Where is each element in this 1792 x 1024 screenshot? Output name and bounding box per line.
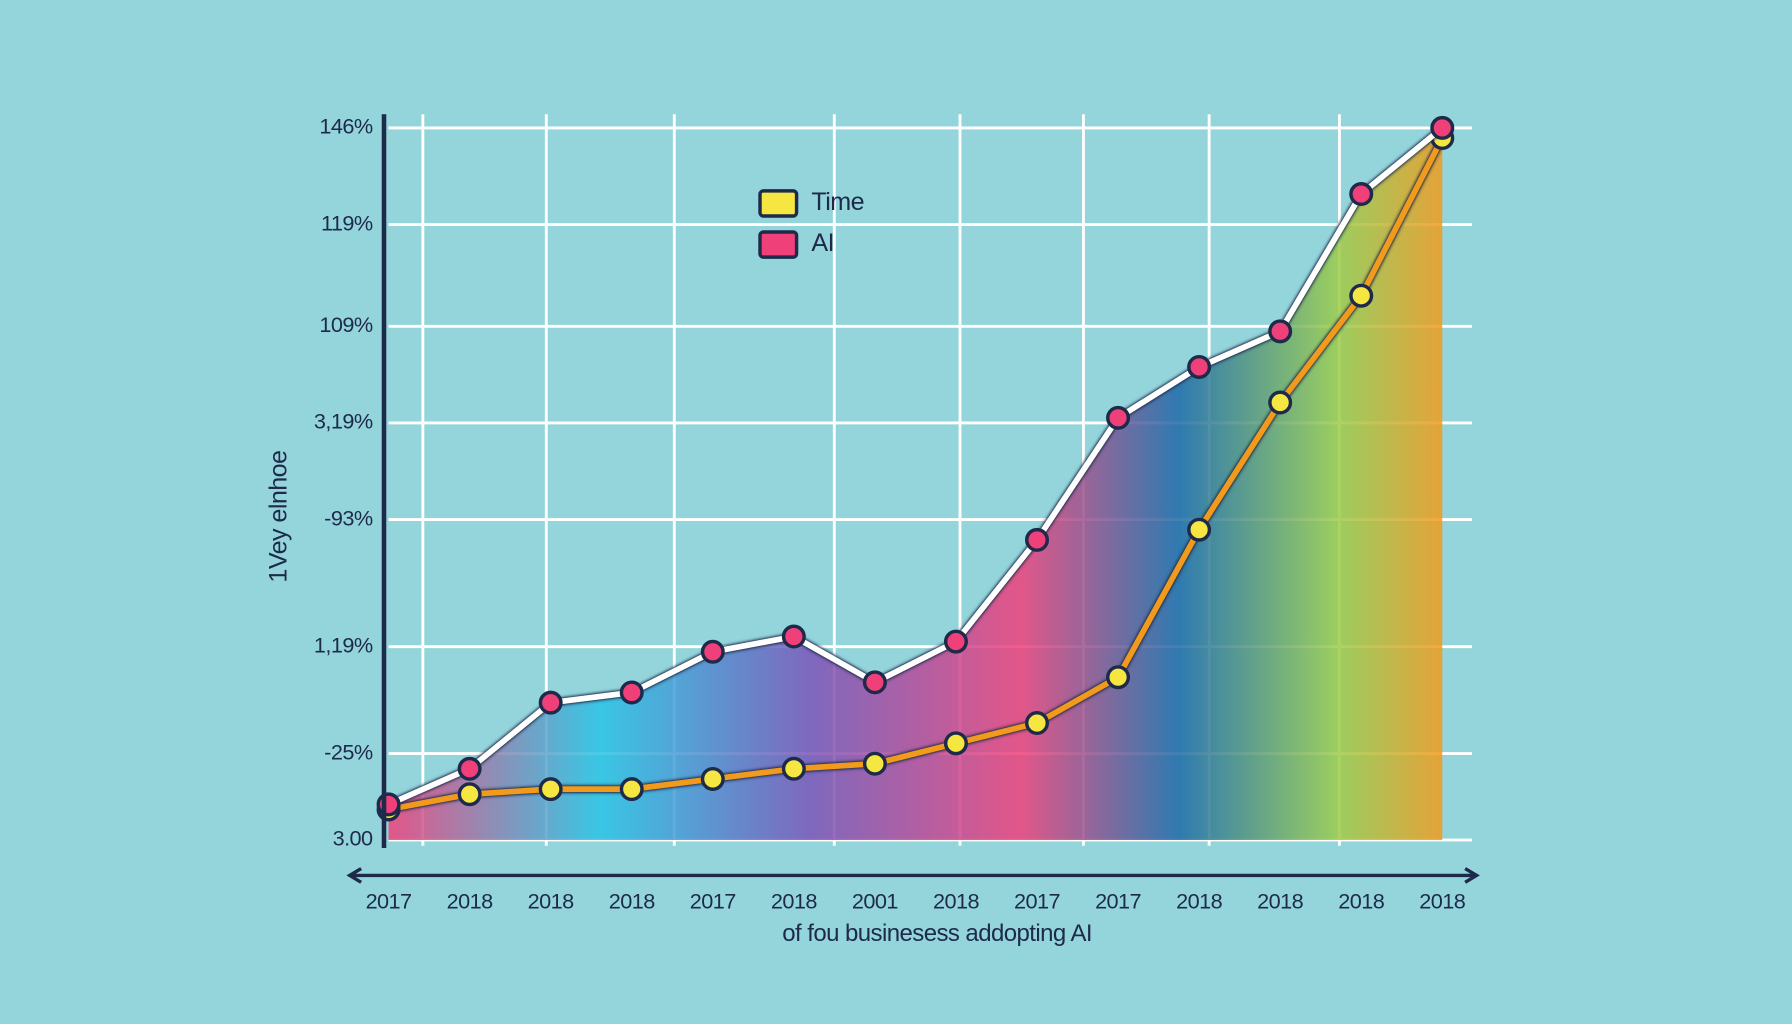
data-point xyxy=(943,629,968,654)
data-point xyxy=(1268,390,1293,415)
x-tick-label: 2018 xyxy=(1257,889,1303,914)
y-tick-label: -93% xyxy=(324,505,373,530)
x-tick-label: 2018 xyxy=(447,889,493,914)
data-point xyxy=(781,624,806,649)
data-point xyxy=(1349,283,1374,308)
x-tick-label: 2018 xyxy=(1176,889,1222,914)
data-point xyxy=(1025,711,1050,736)
data-point xyxy=(619,680,644,705)
data-point xyxy=(619,777,644,802)
y-tick-label: 146% xyxy=(319,114,372,139)
data-point xyxy=(1268,319,1293,344)
x-axis-title: of fou businesess addopting AI xyxy=(782,920,1092,947)
series-line xyxy=(387,125,1445,808)
data-point xyxy=(862,670,887,695)
y-axis-title: 1Vey elnhoe xyxy=(265,451,293,583)
data-point xyxy=(1430,115,1455,140)
data-point xyxy=(1106,405,1131,430)
plot-area xyxy=(376,115,1472,842)
data-point xyxy=(700,639,725,664)
data-point xyxy=(1187,354,1212,379)
legend-label: AI xyxy=(811,229,834,257)
data-point xyxy=(862,751,887,776)
data-point xyxy=(376,792,401,817)
data-point xyxy=(538,777,563,802)
data-point xyxy=(1187,517,1212,542)
legend: Time AI xyxy=(758,188,865,259)
x-tick-label: 2018 xyxy=(771,889,817,914)
data-point xyxy=(943,731,968,756)
x-tick-label: 2017 xyxy=(1014,889,1060,914)
x-tick-label: 2018 xyxy=(528,889,574,914)
area xyxy=(388,127,1443,840)
x-tick-label: 2017 xyxy=(366,889,412,914)
x-tick-label: 2017 xyxy=(1095,889,1141,914)
y-tick-label: 3.00 xyxy=(333,826,373,851)
y-tick-label: 3,19% xyxy=(314,409,373,434)
data-point xyxy=(700,766,725,791)
x-tick-label: 2017 xyxy=(690,889,736,914)
data-point xyxy=(538,690,563,715)
x-tick-label: 2018 xyxy=(609,889,655,914)
series-line xyxy=(388,136,1445,813)
legend-label: Time xyxy=(811,188,864,216)
axis-arrows xyxy=(346,867,1480,884)
x-tick-label: 2018 xyxy=(1338,889,1384,914)
x-tick-label: 2018 xyxy=(1419,889,1465,914)
y-tick-label: -25% xyxy=(324,739,373,764)
x-tick-label: 2018 xyxy=(933,889,979,914)
data-point xyxy=(1025,527,1050,552)
y-tick-label: 1,19% xyxy=(314,632,373,657)
data-point xyxy=(457,782,482,807)
data-point xyxy=(1349,182,1374,207)
legend-swatch xyxy=(758,189,799,218)
data-point xyxy=(457,756,482,781)
x-tick-label: 2001 xyxy=(852,889,898,914)
data-point xyxy=(781,756,806,781)
legend-swatch xyxy=(758,230,799,259)
data-point xyxy=(1106,665,1131,690)
y-tick-label: 119% xyxy=(321,210,373,235)
y-tick-label: 109% xyxy=(319,312,372,337)
